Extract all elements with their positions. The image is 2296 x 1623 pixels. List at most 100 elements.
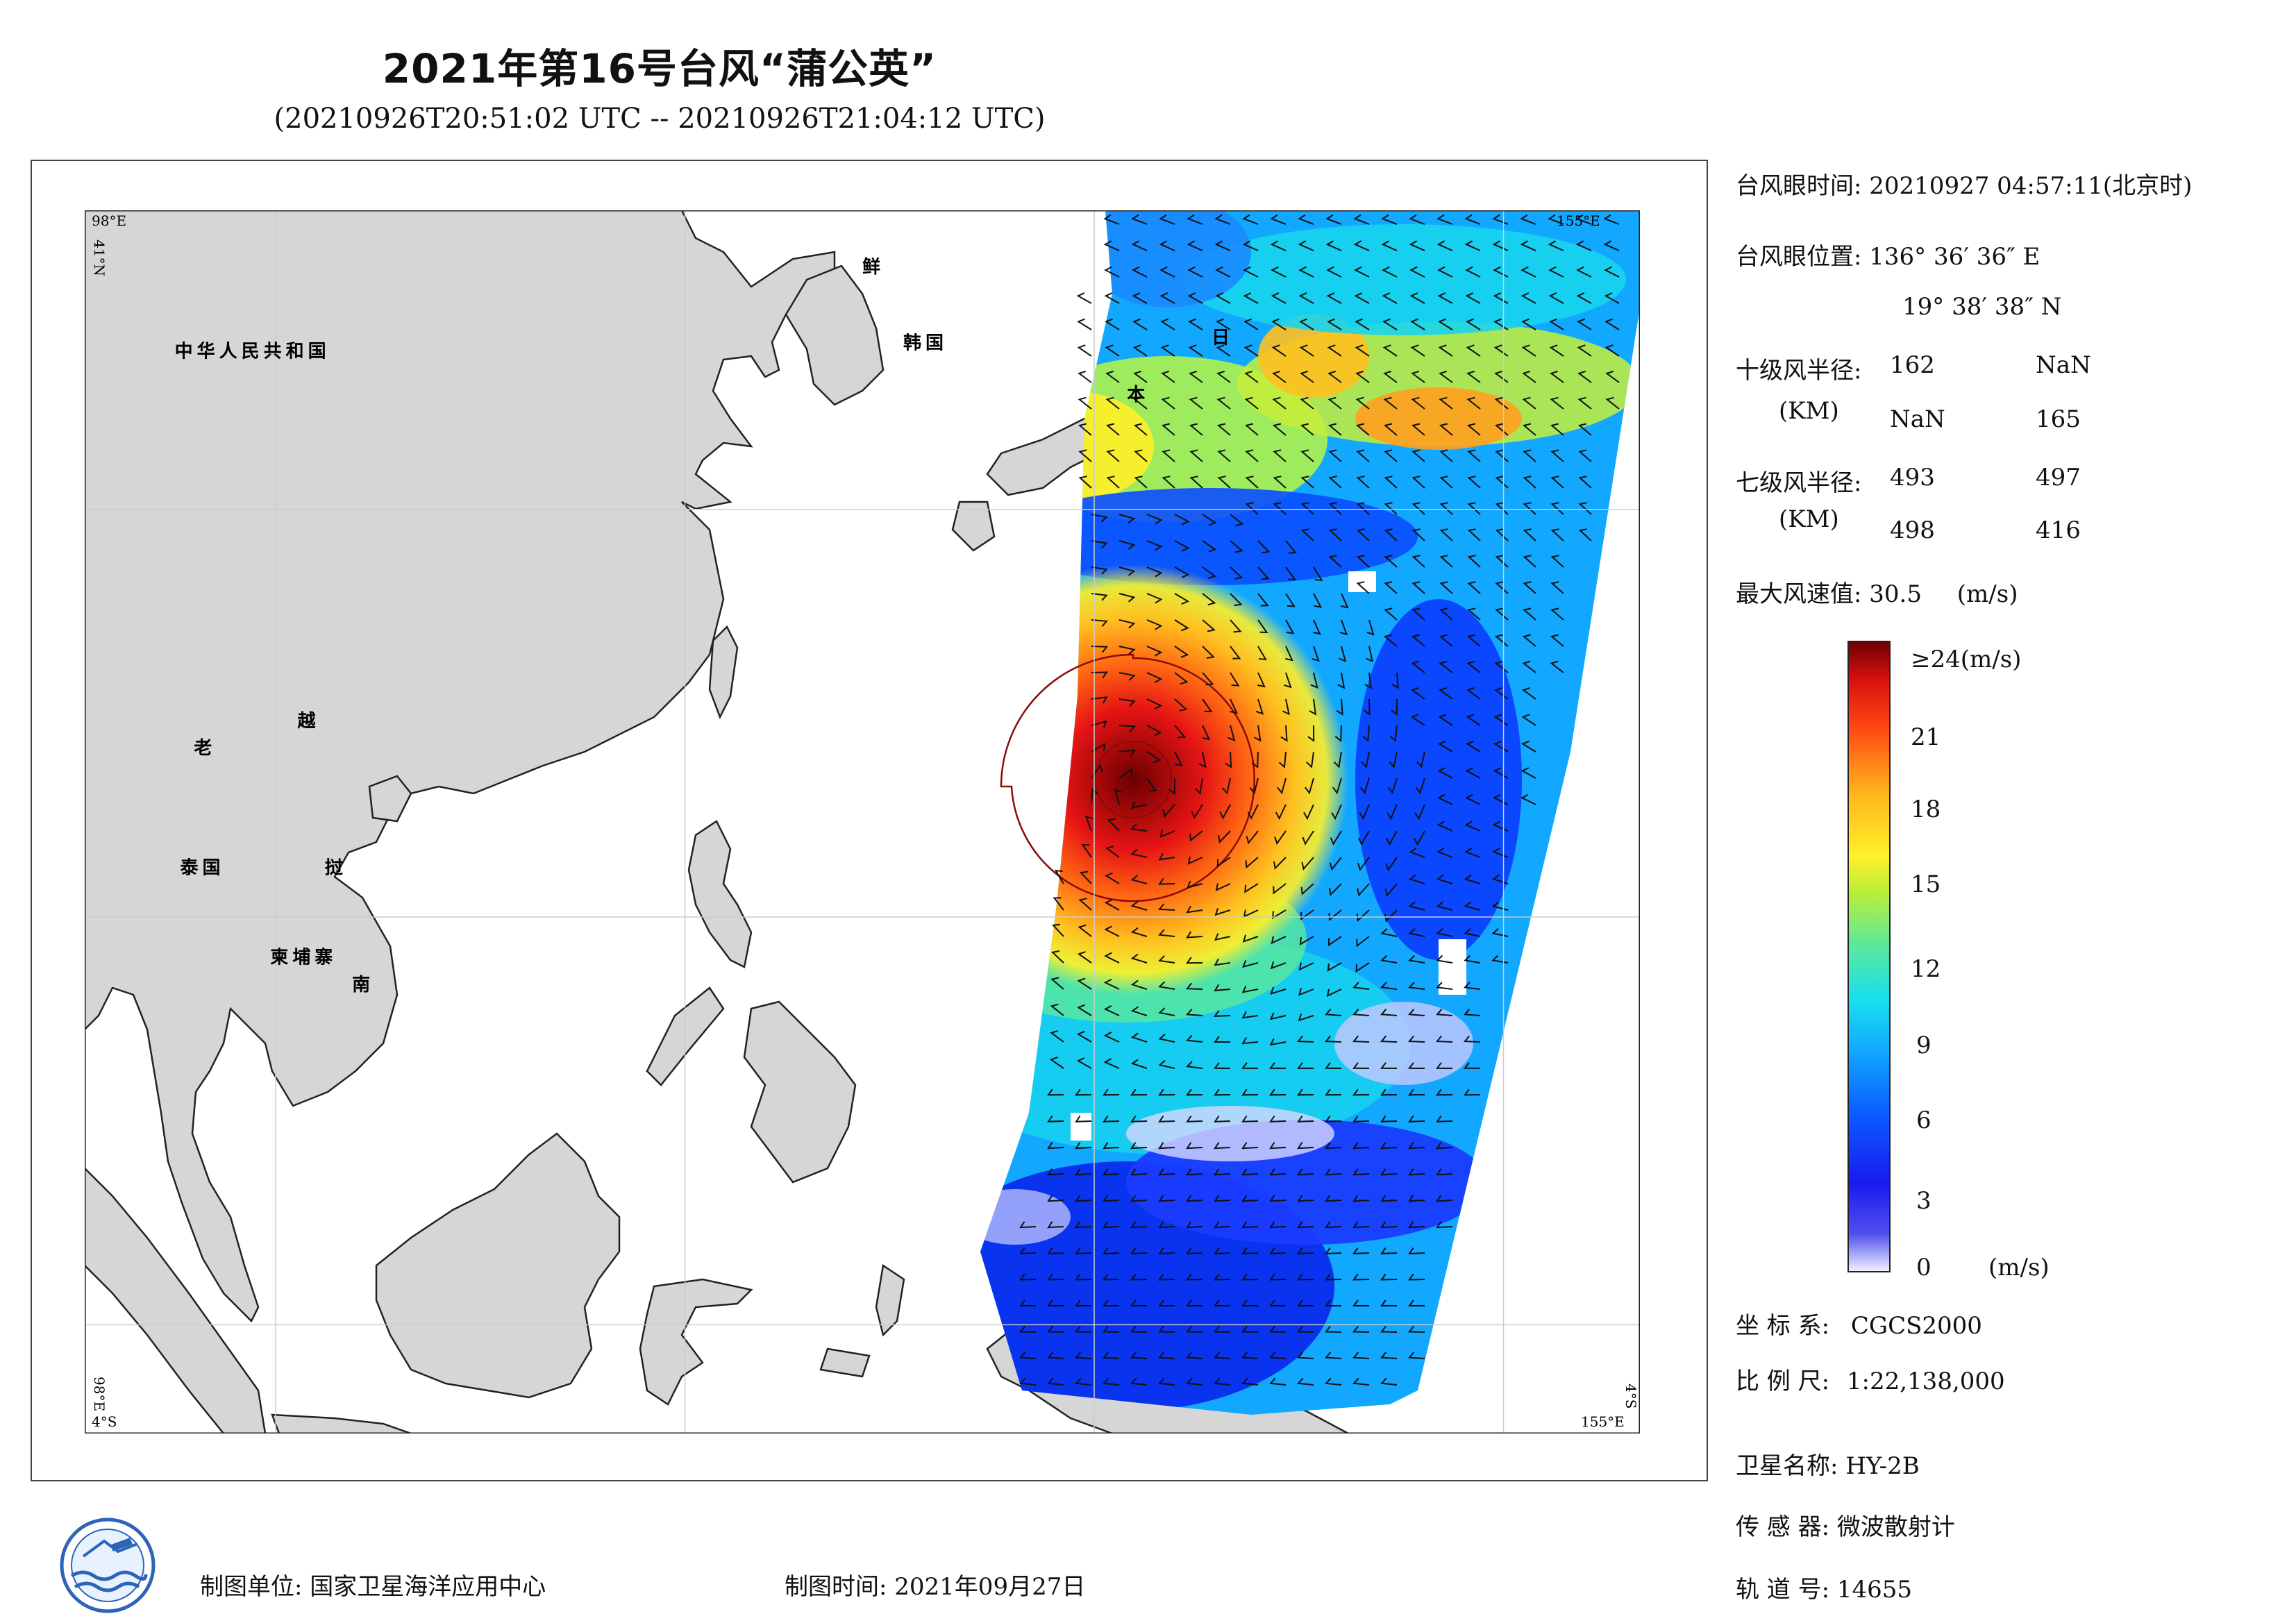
wind-barb (1114, 789, 1122, 805)
r7-value-se: 497 (2036, 464, 2081, 491)
wind-barb (1577, 318, 1592, 330)
wind-barb (1241, 1062, 1259, 1069)
wind-barb (1307, 725, 1315, 742)
wind-barb (1309, 698, 1317, 716)
satellite-label: 卫星名称: (1736, 1452, 1838, 1480)
wind-barb (1158, 1007, 1175, 1016)
wind-barb (1282, 698, 1290, 716)
wind-barb (1306, 751, 1314, 768)
wind-barb (1157, 903, 1175, 911)
wind-barb (1257, 566, 1270, 580)
wind-barb (1466, 318, 1481, 330)
wind-barb (1161, 370, 1175, 383)
wind-barb (1298, 988, 1314, 996)
wind-barb (1550, 660, 1564, 673)
wind-barb (1325, 240, 1342, 251)
wind-barb (1325, 1273, 1342, 1281)
wind-barb (1186, 1325, 1203, 1333)
wind-barb (1464, 1009, 1481, 1016)
eye-time-value: 20210927 04:57:11(北京时) (1869, 172, 2193, 200)
wind-barb (1104, 925, 1120, 937)
wind-barb (1118, 698, 1136, 707)
wind-barb (1577, 396, 1592, 410)
wind-barb (1269, 1377, 1287, 1386)
wind-barb (1603, 240, 1620, 251)
wind-barb (1158, 1300, 1175, 1306)
wind-barb (1326, 266, 1342, 278)
wind-barb (1130, 1059, 1148, 1069)
wind-barb (1353, 214, 1370, 225)
wind-barb (1325, 214, 1342, 225)
wind-barb (1130, 1221, 1148, 1229)
wind-barb (1134, 449, 1148, 462)
wind-barb (1132, 344, 1148, 357)
wind-barb (1437, 740, 1453, 752)
wind-barb (1118, 566, 1136, 576)
wind-barb (1050, 1003, 1064, 1016)
orbit-label: 轨 道 号: (1736, 1576, 1830, 1604)
wind-barb (1285, 593, 1296, 607)
wind-barb (1158, 1377, 1175, 1386)
wind-barb (1244, 423, 1259, 436)
wind-barb (1105, 846, 1120, 858)
corner-label-br-lon: 155°E (1581, 1413, 1625, 1430)
wind-barb (1019, 1247, 1037, 1254)
eye-position-label: 台风眼位置: (1736, 243, 1862, 271)
wind-barb (1130, 823, 1148, 832)
wind-barb (1380, 1273, 1398, 1281)
wind-barb (1520, 266, 1536, 278)
wind-barb (1408, 1273, 1425, 1281)
wind-barb (1521, 318, 1536, 330)
wind-barb (1272, 423, 1287, 436)
wind-barb (1352, 1300, 1369, 1306)
wind-barb (1337, 672, 1346, 689)
wind-barb (1050, 950, 1064, 964)
wind-barb (1408, 955, 1425, 964)
wind-barb (1411, 528, 1425, 541)
wind-barb (1047, 1168, 1064, 1176)
colorbar-top-label: ≥24(m/s) (1911, 646, 2022, 673)
wind-barb (1046, 1352, 1064, 1359)
wind-barb (1300, 396, 1314, 410)
wind-barb (1437, 266, 1453, 278)
wind-barb (1439, 607, 1453, 621)
wind-barb (1523, 449, 1536, 462)
wind-barb (1352, 1009, 1370, 1016)
wind-barb (1464, 1088, 1481, 1096)
wind-barb (1577, 344, 1592, 357)
wind-barb (1436, 1009, 1453, 1016)
wind-barb (1411, 660, 1425, 673)
wind-barb (1076, 292, 1092, 304)
wind-barb (1118, 768, 1132, 779)
wind-barb (1132, 292, 1148, 304)
wind-barb (1105, 872, 1120, 884)
country-label: 本 (1127, 385, 1149, 405)
wind-barb (1075, 1221, 1092, 1229)
wind-barb (1408, 1325, 1425, 1333)
wind-barb (1439, 370, 1453, 383)
wind-barb (1270, 240, 1287, 251)
wind-barb (1047, 1115, 1064, 1122)
wind-barb (1105, 370, 1120, 383)
wind-barb (1174, 514, 1190, 525)
wind-barb (1380, 1062, 1398, 1069)
wind-barb (1284, 672, 1292, 689)
wind-barb (1214, 1377, 1231, 1386)
wind-barb (1384, 502, 1398, 515)
wind-barb (1411, 396, 1425, 410)
footer-time-row: 制图时间: 2021年09月27日 (785, 1567, 1085, 1601)
wind-barb (1464, 1062, 1481, 1069)
wind-barb (1269, 1012, 1287, 1020)
wind-barb (1214, 1010, 1231, 1017)
wind-barb (1269, 1168, 1287, 1176)
wind-barb (1075, 1115, 1092, 1122)
wind-barb (1549, 344, 1564, 357)
wind-barb (1107, 818, 1120, 832)
wind-barb (1159, 214, 1175, 225)
wind-barb (1327, 936, 1342, 947)
wind-barb (1146, 514, 1163, 525)
wind-barb (1285, 566, 1297, 580)
wind-barb (1077, 977, 1092, 990)
wind-barbs (1019, 214, 1620, 1386)
